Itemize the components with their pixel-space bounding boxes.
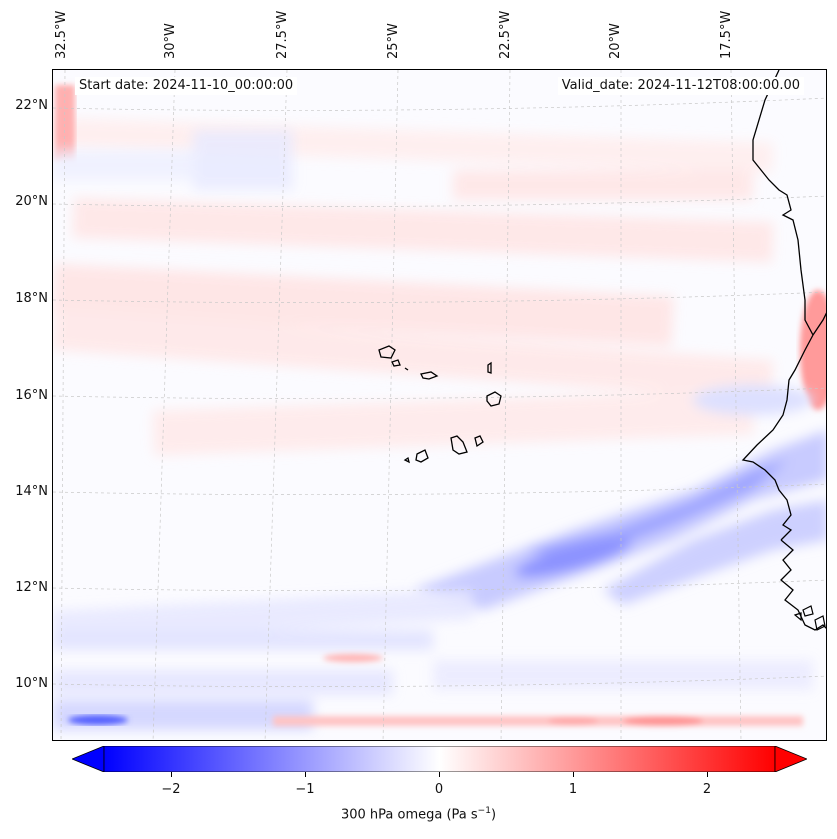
graticule xyxy=(53,70,826,740)
lon-label-20w: 20°W xyxy=(608,23,623,59)
cb-tick-mark-1 xyxy=(573,772,574,777)
cb-tick-label-neg2: −2 xyxy=(161,782,181,797)
colorbar-label-main: 300 hPa omega (Pa s xyxy=(340,807,478,823)
lat-label-12n: 12°N xyxy=(15,580,48,595)
valid-date-label: Valid_date: 2024-11-12T08:00:00.00 xyxy=(557,77,804,95)
colorbar-extend-left xyxy=(70,745,105,773)
lat-label-22n: 22°N xyxy=(15,98,48,113)
cb-tick-mark-0 xyxy=(439,772,440,777)
red-strip-north-left xyxy=(55,85,75,160)
lon-label-22.5w: 22.5°W xyxy=(498,10,513,59)
red-streak-south xyxy=(273,654,803,726)
colorbar-gradient xyxy=(103,745,776,773)
lon-label-17.5w: 17.5°W xyxy=(719,10,734,59)
colorbar-label-end: ) xyxy=(490,807,497,823)
colorbar-label-exponent: −1 xyxy=(477,806,491,816)
cb-tick-label-2: 2 xyxy=(702,782,712,797)
lon-label-32.5w: 32.5°W xyxy=(54,10,69,59)
cb-tick-mark-neg2 xyxy=(171,772,172,777)
cb-tick-label-0: 0 xyxy=(434,782,444,797)
colorbar-extend-right xyxy=(774,745,809,773)
colorbar xyxy=(70,745,809,773)
omega-field-svg xyxy=(53,70,826,740)
red-patch-coast xyxy=(800,290,826,410)
start-date-label: Start date: 2024-11-10_00:00:00 xyxy=(75,77,298,95)
positive-omega-bands xyxy=(53,117,774,456)
cb-tick-label-neg1: −1 xyxy=(295,782,315,797)
lon-label-30w: 30°W xyxy=(163,23,178,59)
lat-label-14n: 14°N xyxy=(15,484,48,499)
southern-blue-features xyxy=(53,130,813,730)
blue-spot-southwest xyxy=(68,715,128,725)
lon-label-25w: 25°W xyxy=(386,23,401,59)
lat-label-20n: 20°N xyxy=(15,194,48,209)
cb-tick-label-1: 1 xyxy=(568,782,578,797)
cb-tick-mark-2 xyxy=(707,772,708,777)
coastal-islands xyxy=(793,605,826,631)
lat-label-18n: 18°N xyxy=(15,291,48,306)
lat-label-10n: 10°N xyxy=(15,676,48,691)
negative-omega-band xyxy=(413,385,826,610)
colorbar-svg xyxy=(70,745,809,773)
colorbar-label: 300 hPa omega (Pa s−1) xyxy=(0,806,837,822)
lon-label-27.5w: 27.5°W xyxy=(275,10,290,59)
omega-map-panel: Start date: 2024-11-10_00:00:00 Valid_da… xyxy=(52,69,827,741)
cape-verde-islands xyxy=(378,345,502,464)
lat-label-16n: 16°N xyxy=(15,388,48,403)
cb-tick-mark-neg1 xyxy=(305,772,306,777)
